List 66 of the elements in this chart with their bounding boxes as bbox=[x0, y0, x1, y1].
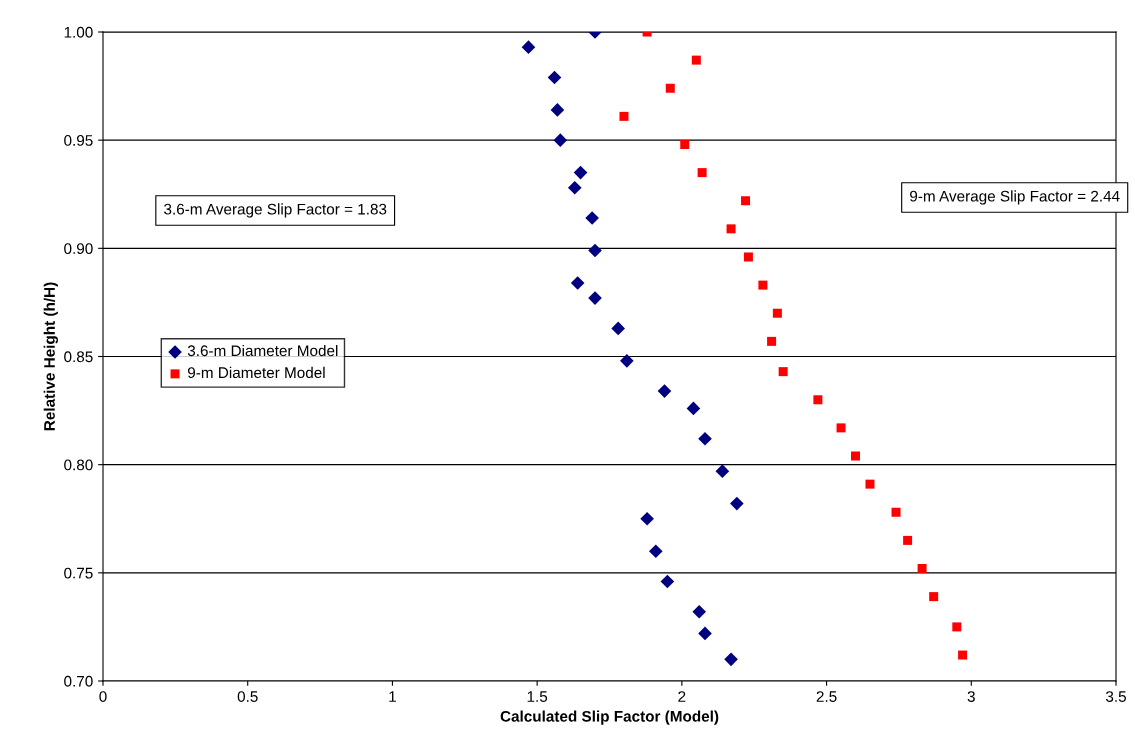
point bbox=[573, 165, 588, 180]
y-tick-label: 0.75 bbox=[64, 567, 93, 579]
point bbox=[619, 111, 629, 121]
point bbox=[611, 321, 625, 336]
point bbox=[903, 535, 913, 545]
point bbox=[698, 431, 712, 446]
point bbox=[778, 367, 788, 377]
point bbox=[550, 103, 565, 117]
y-tick-label: 1.00 bbox=[64, 26, 93, 38]
point bbox=[649, 544, 663, 558]
point bbox=[686, 401, 701, 416]
point bbox=[698, 626, 712, 641]
x-tick-label: 2 bbox=[678, 691, 686, 702]
point bbox=[758, 280, 768, 290]
x-tick-label: 1.5 bbox=[527, 691, 548, 702]
y-tick-label: 0.90 bbox=[64, 243, 93, 255]
point bbox=[697, 168, 707, 178]
point bbox=[660, 574, 675, 589]
point bbox=[741, 196, 751, 206]
y-tick-label: 0.80 bbox=[64, 459, 93, 471]
y-axis-title: Relative Height (h/H) bbox=[43, 282, 58, 431]
annotation: 9-m Average Slip Factor = 2.44 bbox=[910, 190, 1120, 205]
y-tick-label: 0.70 bbox=[64, 675, 93, 687]
point bbox=[730, 496, 744, 511]
point bbox=[588, 291, 602, 305]
point bbox=[851, 451, 861, 461]
point bbox=[691, 55, 701, 65]
point bbox=[570, 276, 585, 290]
point bbox=[665, 83, 675, 93]
legend-label: 3.6-m Diameter Model bbox=[187, 344, 338, 357]
point bbox=[958, 650, 968, 660]
point bbox=[772, 308, 782, 318]
x-tick-label: 2.5 bbox=[816, 691, 837, 702]
point bbox=[715, 464, 730, 478]
point bbox=[680, 139, 690, 149]
point bbox=[567, 180, 582, 195]
x-tick-label: 3.5 bbox=[1105, 691, 1126, 702]
y-tick-label: 0.95 bbox=[64, 135, 93, 146]
point bbox=[929, 592, 939, 602]
point bbox=[891, 507, 901, 517]
point bbox=[553, 133, 568, 147]
point bbox=[836, 423, 846, 433]
point bbox=[521, 40, 536, 54]
point bbox=[767, 336, 777, 346]
point bbox=[692, 604, 707, 619]
point bbox=[952, 622, 962, 632]
x-tick-label: 0 bbox=[99, 691, 107, 702]
x-axis-title: Calculated Slip Factor (Model) bbox=[500, 710, 719, 725]
point bbox=[547, 70, 562, 85]
y-tick-label: 0.85 bbox=[64, 351, 93, 363]
point bbox=[813, 395, 823, 405]
x-tick-label: 0.5 bbox=[237, 691, 258, 702]
legend-label: 9-m Diameter Model bbox=[187, 366, 325, 379]
point bbox=[865, 479, 875, 489]
annotation: 3.6-m Average Slip Factor = 1.83 bbox=[164, 203, 387, 218]
point bbox=[724, 652, 738, 667]
point bbox=[640, 511, 654, 526]
x-tick-label: 1 bbox=[389, 691, 396, 702]
point bbox=[620, 354, 634, 368]
point bbox=[726, 224, 736, 234]
point bbox=[917, 564, 927, 574]
point bbox=[588, 243, 602, 258]
x-tick-label: 3 bbox=[967, 691, 975, 702]
point bbox=[743, 252, 753, 262]
point bbox=[657, 384, 672, 398]
point bbox=[585, 211, 599, 225]
